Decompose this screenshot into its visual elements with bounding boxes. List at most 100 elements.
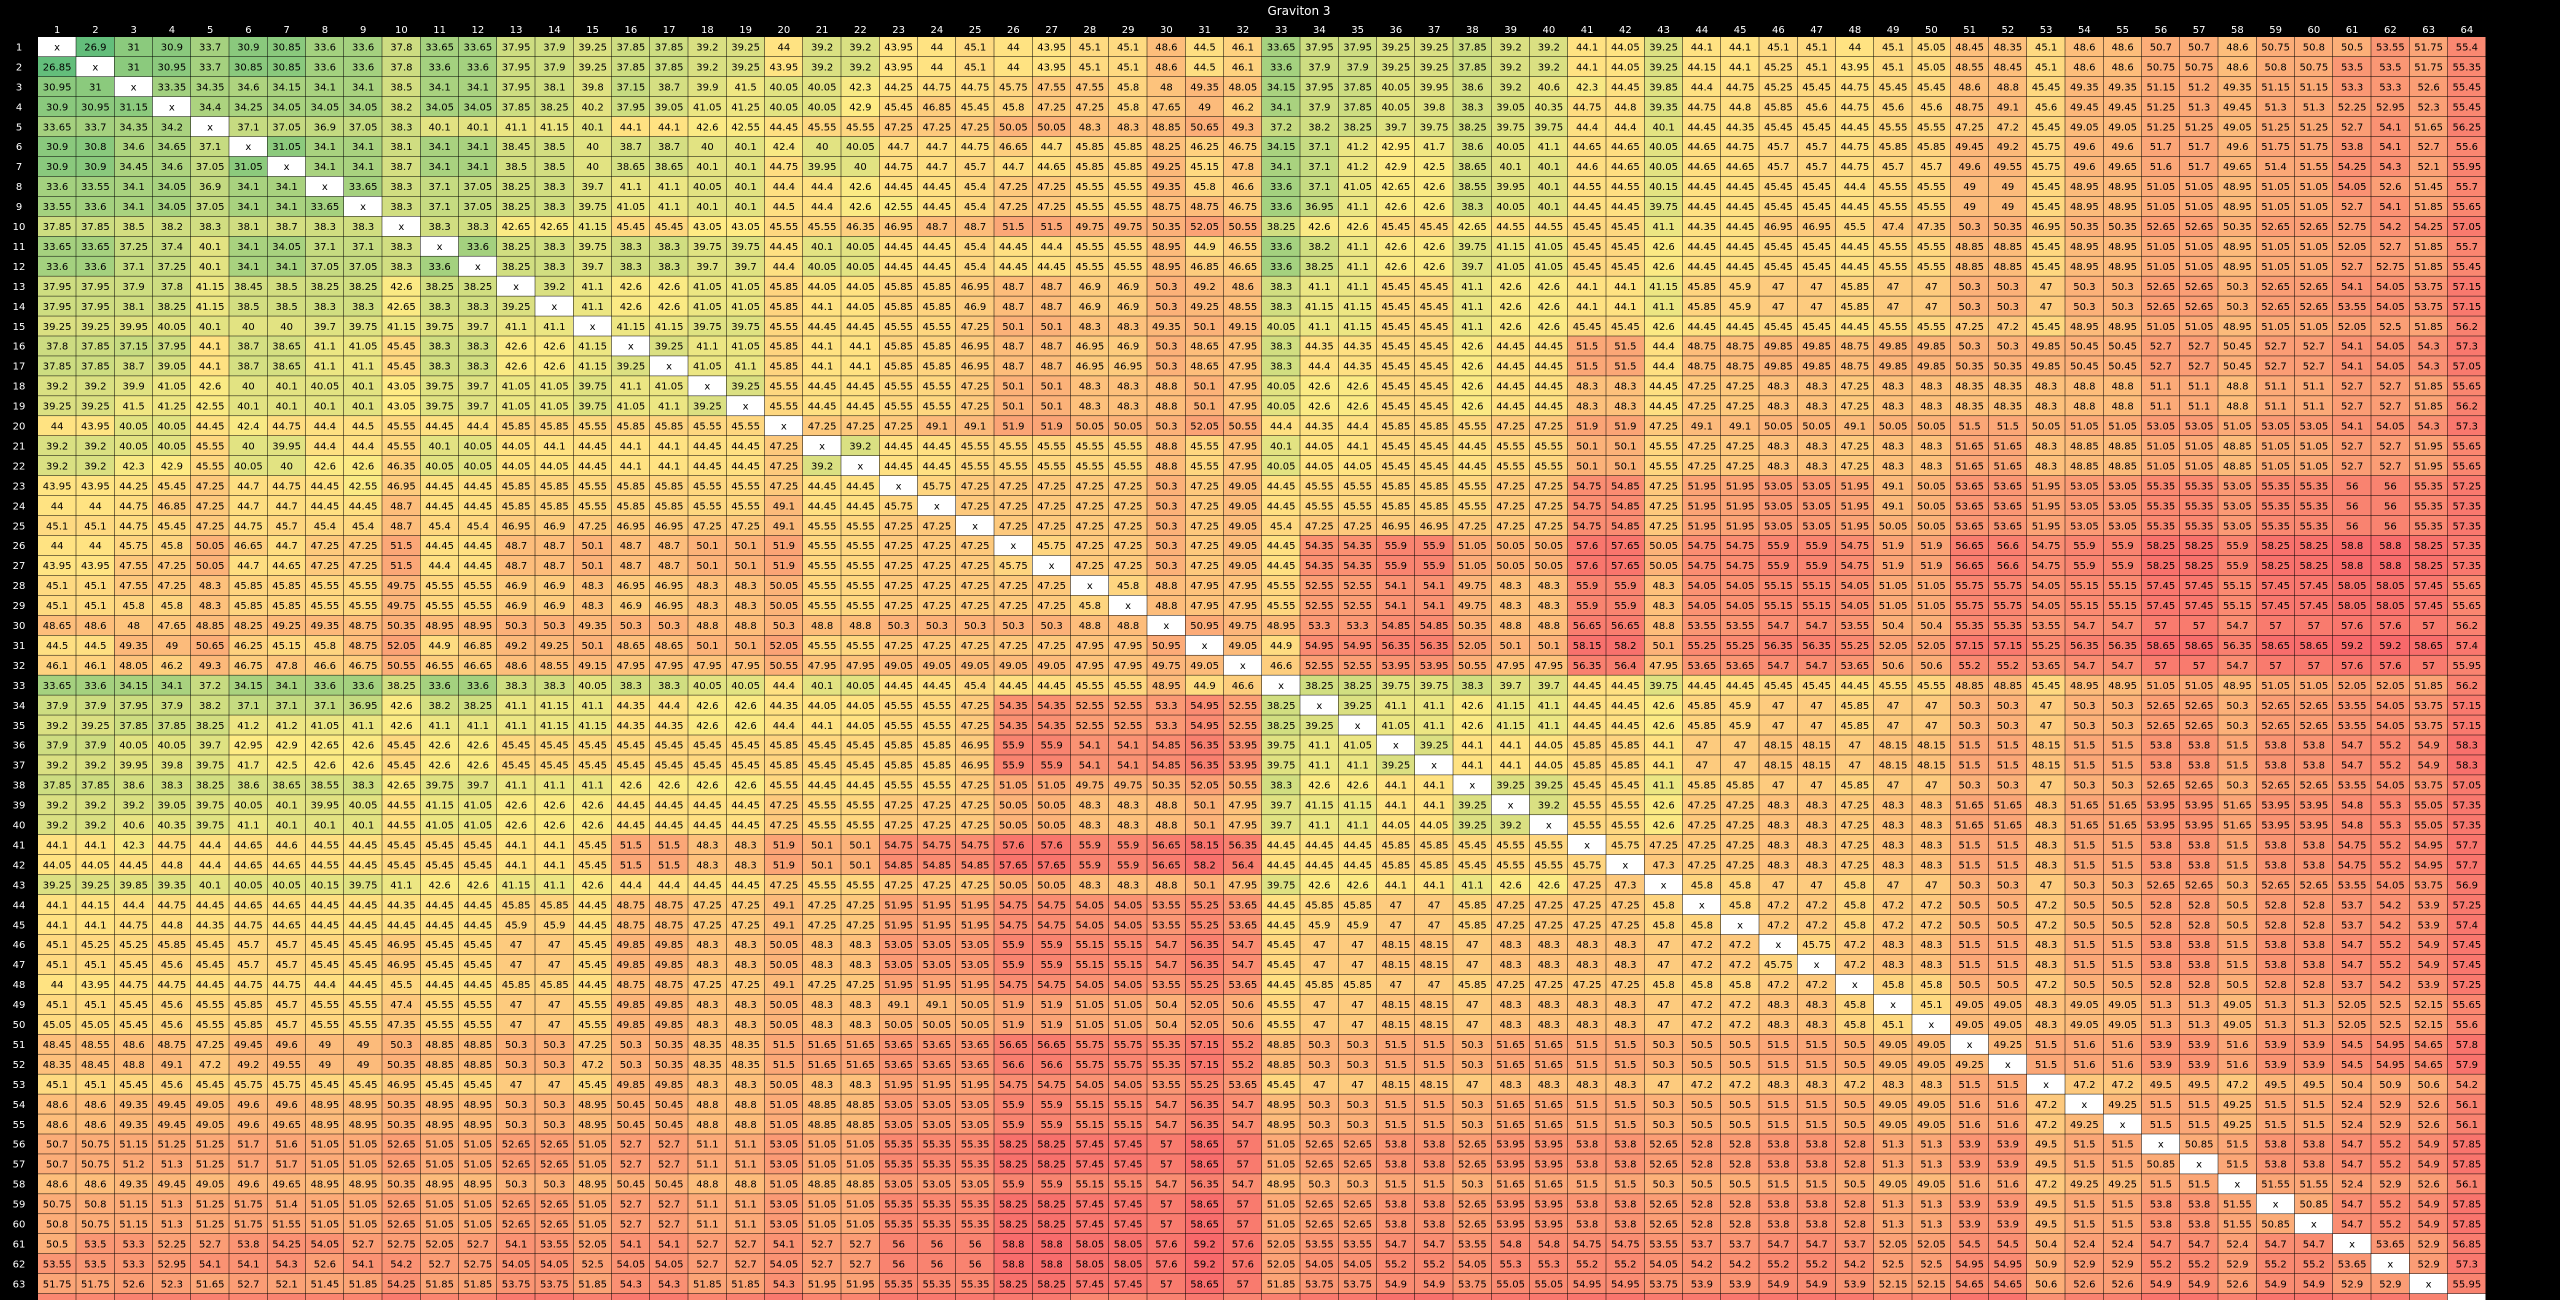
cell-value: 49.35 — [578, 621, 607, 632]
cell-value: 48.75 — [1688, 362, 1717, 373]
cell-value: 41.05 — [617, 402, 646, 413]
cell-value: 48.6 — [1155, 62, 1177, 73]
cell-value: 42.6 — [696, 701, 718, 712]
cell-value: 50.1 — [1002, 322, 1024, 333]
cell-value: 38.7 — [620, 142, 642, 153]
cell-value: 47.25 — [961, 541, 990, 552]
cell-value: 51.95 — [2032, 521, 2061, 532]
cell-value: 41.15 — [655, 322, 684, 333]
cell-value: 42.65 — [1458, 222, 1487, 233]
cell-value: 49.05 — [884, 661, 913, 672]
cell-value: 45.55 — [1267, 581, 1296, 592]
cell-value: 47.25 — [1688, 382, 1717, 393]
cell-value: 34.05 — [349, 102, 378, 113]
cell-value: 51.05 — [2185, 182, 2214, 193]
cell-value: 52.7 — [2379, 242, 2401, 253]
cell-value: 46.9 — [964, 302, 986, 313]
cell-value: 45.55 — [1879, 681, 1908, 692]
heatmap-cell — [229, 56, 267, 77]
cell-value: 46.95 — [961, 761, 990, 772]
cell-value: 55.75 — [1994, 601, 2023, 612]
cell-value: 45.85 — [1573, 741, 1602, 752]
cell-value: 41.2 — [1346, 162, 1368, 173]
cell-value: 48.85 — [2108, 441, 2137, 452]
cell-value: 49.1 — [1844, 422, 1866, 433]
cell-value: 47.95 — [1496, 661, 1525, 672]
cell-value: 50.3 — [1958, 781, 1980, 792]
cell-value: 45.55 — [846, 521, 875, 532]
cell-value: 48.8 — [696, 621, 718, 632]
cell-value: 49.35 — [2108, 82, 2137, 93]
cell-value: 54.75 — [1841, 561, 1870, 572]
cell-value: 31.05 — [234, 162, 263, 173]
cell-value: 53.05 — [2300, 422, 2329, 433]
row-label: 39 — [13, 801, 26, 812]
cell-value: 50.1 — [1193, 382, 1215, 393]
cell-value: 44.05 — [846, 282, 875, 293]
cell-value: 33.6 — [352, 42, 374, 53]
cell-value: 38.2 — [428, 701, 450, 712]
cell-value: 50.3 — [887, 621, 909, 632]
cell-value: 47.25 — [1535, 422, 1564, 433]
column-label: 59 — [2269, 25, 2282, 36]
cell-value: 39.95 — [119, 761, 148, 772]
cell-value: 39.25 — [43, 322, 72, 333]
heatmap-cell — [497, 37, 535, 57]
cell-value: 48.3 — [1576, 382, 1598, 393]
cell-value: 56.65 — [1955, 541, 1984, 552]
cell-value: 51.85 — [2414, 402, 2443, 413]
cell-value: 38.7 — [237, 342, 259, 353]
cell-value: 48.8 — [1155, 382, 1177, 393]
cell-value: 37.85 — [81, 222, 110, 233]
cell-value: 39.2 — [849, 441, 871, 452]
cell-value: 53.95 — [1382, 661, 1411, 672]
cell-value: 44.45 — [1573, 701, 1602, 712]
cell-value: 43.95 — [884, 42, 913, 53]
row-label: 51 — [13, 1040, 26, 1051]
cell-value: 55.2 — [2379, 741, 2401, 752]
cell-value: 41.5 — [122, 402, 144, 413]
cell-value: 40.05 — [846, 142, 875, 153]
cell-value: 45.45 — [1382, 402, 1411, 413]
cell-value: 45.55 — [884, 382, 913, 393]
heatmap-cell — [267, 37, 306, 57]
cell-value: 38.25 — [387, 681, 416, 692]
cell-value: 53.75 — [2414, 721, 2443, 732]
cell-value: 45.55 — [1076, 681, 1105, 692]
heatmap-cell — [2294, 37, 2333, 57]
cell-value: 55.35 — [2261, 481, 2290, 492]
cell-value: 44.45 — [1458, 461, 1487, 472]
cell-value: 50.05 — [770, 581, 799, 592]
cell-value: 44.45 — [1267, 481, 1296, 492]
cell-value: 42.6 — [658, 781, 680, 792]
cell-value: 47.95 — [1229, 441, 1258, 452]
cell-value: 49.75 — [1229, 621, 1258, 632]
cell-value: 40 — [701, 142, 714, 153]
cell-value: 47.65 — [158, 621, 187, 632]
cell-value: 52.75 — [2376, 262, 2405, 273]
cell-value: 52.7 — [2150, 362, 2172, 373]
heatmap-cell — [1223, 56, 1262, 77]
cell-value: 51.15 — [2147, 82, 2176, 93]
cell-value: 45.85 — [1726, 781, 1755, 792]
cell-value: 40.05 — [158, 422, 187, 433]
cell-value: 44 — [89, 541, 102, 552]
cell-value: 40.05 — [119, 422, 148, 433]
cell-value: 41.2 — [1346, 142, 1368, 153]
heatmap-cell — [267, 56, 306, 77]
cell-value: 51.05 — [2185, 262, 2214, 273]
cell-value: 51.5 — [1576, 362, 1598, 373]
cell-value: 40.05 — [693, 681, 722, 692]
cell-value: 48.8 — [2111, 402, 2133, 413]
cell-value: 42.6 — [620, 302, 642, 313]
cell-value: 44.75 — [923, 82, 952, 93]
cell-value: 40.05 — [846, 242, 875, 253]
cell-value: 44.45 — [464, 541, 493, 552]
cell-value: 55.9 — [1614, 581, 1636, 592]
cell-value: 57.45 — [2414, 601, 2443, 612]
cell-value: 46.55 — [1229, 242, 1258, 253]
cell-value: 46.65 — [1229, 262, 1258, 273]
cell-value: 41.1 — [620, 382, 642, 393]
cell-value: 50.65 — [1190, 122, 1219, 133]
cell-value: 37.95 — [502, 62, 531, 73]
